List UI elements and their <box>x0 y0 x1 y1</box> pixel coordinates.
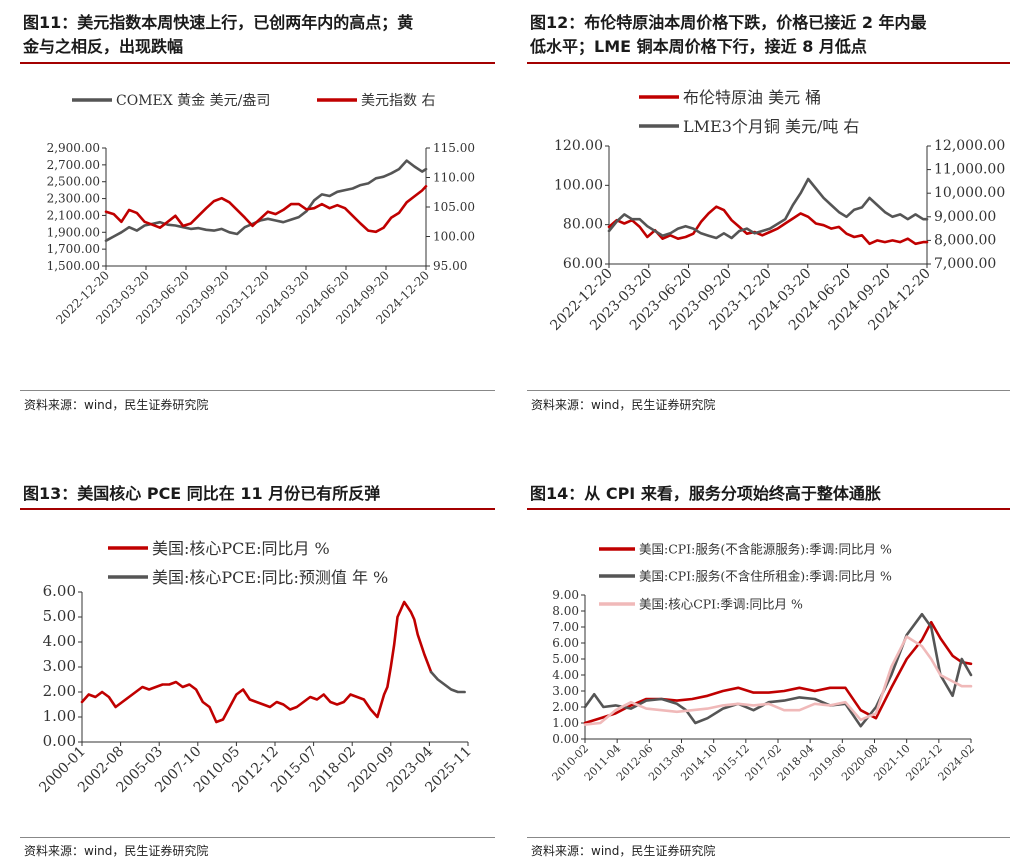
chart-title-line1: 图12：布伦特原油本周价格下跌，价格已接近 2 年内最 <box>530 13 927 32</box>
y-tick-label: 2.00 <box>552 700 579 714</box>
y-tick-label: 1,700.00 <box>47 242 100 256</box>
y-tick-label: 1,900.00 <box>47 225 100 239</box>
source-note: 资料来源：wind，民生证券研究院 <box>531 844 716 858</box>
y-tick-label: 80.00 <box>563 217 603 233</box>
y-tick-label-right: 9,000.00 <box>934 209 996 225</box>
y-tick-label: 2,500.00 <box>47 175 100 189</box>
legend-label: 美国:CPI:服务(不含住所租金):季调:同比月 % <box>639 569 892 584</box>
series-line-2 <box>583 612 973 728</box>
legend-label: 美国:核心PCE:同比月 % <box>152 539 330 558</box>
source-rule <box>527 837 1010 838</box>
y-tick-label: 8.00 <box>552 604 579 618</box>
panel-fig14: 图14：从 CPI 来看，服务分项始终高于整体通胀 0.00 1.00 2.00 3.… <box>527 478 1010 868</box>
y-tick-label-right: 105.00 <box>433 200 475 214</box>
y-tick-label-right: 110.00 <box>433 171 475 185</box>
source-note: 资料来源：wind，民生证券研究院 <box>531 398 716 412</box>
series-line-3 <box>583 635 973 726</box>
title-rule <box>527 508 1010 510</box>
chart-title-line2: 金与之相反，出现跌幅 <box>23 37 184 56</box>
chart-title: 图14：从 CPI 来看，服务分项始终高于整体通胀 <box>530 484 881 503</box>
y-tick-label-right: 11,000.00 <box>934 162 1005 178</box>
y-tick-label: 5.00 <box>43 607 76 625</box>
y-tick-label: 0.00 <box>552 732 579 746</box>
panel-fig11: 图11：美元指数本周快速上行，已创两年内的高点；黄 金与之相反，出现跌幅 1,5… <box>20 0 495 430</box>
y-tick-label: 60.00 <box>563 256 603 272</box>
series-line-1 <box>607 205 929 246</box>
y-tick-label: 2,700.00 <box>47 158 100 172</box>
chart-title: 图13：美国核心 PCE 同比在 11 月份已有所反弹 <box>23 484 381 503</box>
source-rule <box>527 390 1010 391</box>
source-note: 资料来源：wind，民生证券研究院 <box>24 844 209 858</box>
panel-fig13: 图13：美国核心 PCE 同比在 11 月份已有所反弹 0.00 1.00 2.00… <box>20 478 495 868</box>
y-tick-label: 3.00 <box>552 684 579 698</box>
chart-fig11: 1,500.00 1,700.00 1,900.00 2,100.00 2,300.00… <box>47 92 475 327</box>
legend-label: 布伦特原油 美元 桶 <box>683 88 821 107</box>
series-line-2 <box>429 670 466 694</box>
title-rule <box>527 62 1010 64</box>
y-tick-label-right: 8,000.00 <box>934 232 996 248</box>
y-tick-label: 4.00 <box>552 668 579 682</box>
chart-fig12: 60.00 80.00 100.00 120.00 7,000.00 8,000.00 9,… <box>547 88 1005 334</box>
panel-fig12: 图12：布伦特原油本周价格下跌，价格已接近 2 年内最 低水平；LME 铜本周价… <box>527 0 1010 430</box>
y-tick-label: 2,100.00 <box>47 208 100 222</box>
legend-label: 美元指数 右 <box>361 93 435 109</box>
y-tick-label: 5.00 <box>552 652 579 666</box>
y-tick-label: 2,900.00 <box>47 141 100 155</box>
y-tick-label: 9.00 <box>552 588 579 602</box>
y-tick-label: 6.00 <box>552 636 579 650</box>
chart-title-line1: 图11：美元指数本周快速上行，已创两年内的高点；黄 <box>23 13 414 32</box>
y-tick-label: 2.00 <box>43 682 76 700</box>
legend-label: 美国:CPI:服务(不含能源服务):季调:同比月 % <box>639 542 892 557</box>
y-tick-label: 120.00 <box>554 138 603 154</box>
source-rule <box>20 390 495 391</box>
y-tick-label: 1.00 <box>43 707 76 725</box>
source-note: 资料来源：wind，民生证券研究院 <box>24 398 209 412</box>
chart-fig14: 0.00 1.00 2.00 3.00 4.00 5.00 6.00 7.00 8.00 9.00… <box>550 542 978 784</box>
source-rule <box>20 837 495 838</box>
legend-label: 美国:核心PCE:同比:预测值 年 % <box>152 568 388 587</box>
y-tick-label: 6.00 <box>43 582 76 600</box>
y-tick-label-right: 100.00 <box>433 230 475 244</box>
y-tick-label-right: 10,000.00 <box>934 185 1005 201</box>
y-tick-label: 1,500.00 <box>47 259 100 273</box>
y-tick-label: 100.00 <box>554 177 603 193</box>
series-line-1 <box>104 159 428 242</box>
y-tick-label: 2,300.00 <box>47 192 100 206</box>
y-tick-label-right: 95.00 <box>433 259 467 273</box>
y-tick-label-right: 12,000.00 <box>934 138 1005 154</box>
series-line-2 <box>104 185 428 234</box>
y-tick-label: 7.00 <box>552 620 579 634</box>
title-rule <box>20 508 495 510</box>
chart-title-line2: 低水平；LME 铜本周价格下行，接近 8 月低点 <box>530 37 867 56</box>
series-line-1 <box>80 600 433 724</box>
chart-fig13: 0.001.002.003.004.005.006.002000-012002-… <box>36 539 474 796</box>
y-tick-label: 3.00 <box>43 657 76 675</box>
y-tick-label-right: 115.00 <box>433 141 475 155</box>
y-tick-label: 1.00 <box>552 716 579 730</box>
title-rule <box>20 62 495 64</box>
y-tick-label: 4.00 <box>43 632 76 650</box>
series-line-2 <box>607 177 929 240</box>
legend-label: COMEX 黄金 美元/盎司 <box>116 92 270 109</box>
y-tick-label: 0.00 <box>43 732 76 750</box>
legend-label: LME3个月铜 美元/吨 右 <box>683 117 859 136</box>
legend-label: 美国:核心CPI:季调:同比月 % <box>639 597 803 612</box>
y-tick-label-right: 7,000.00 <box>934 256 996 272</box>
